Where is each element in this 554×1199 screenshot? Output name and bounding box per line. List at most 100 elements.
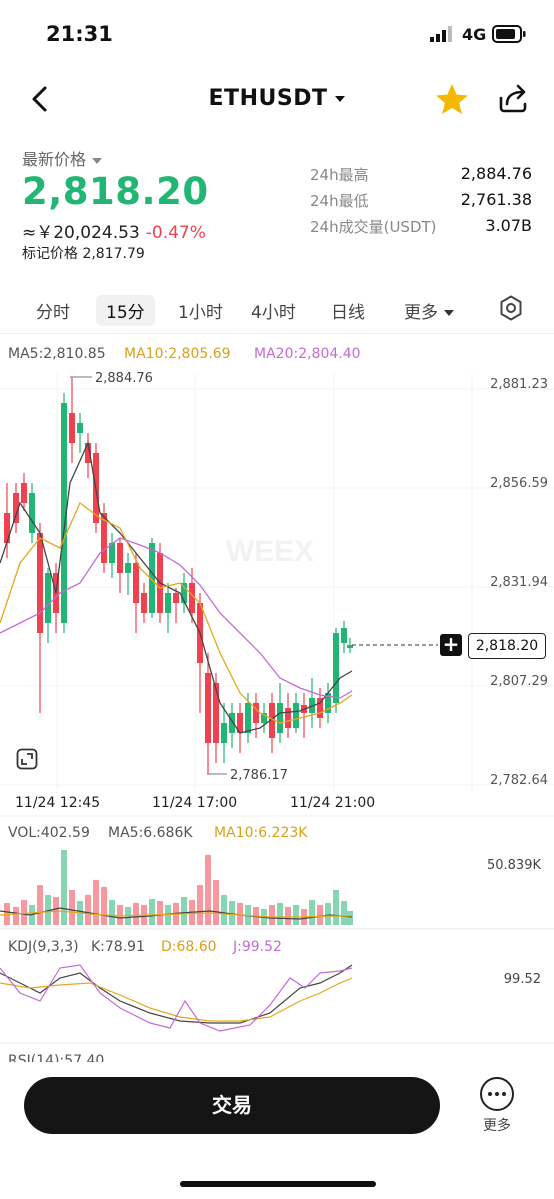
candle-body	[21, 483, 27, 503]
volume-bar	[101, 887, 107, 925]
candle-body	[229, 713, 235, 733]
volume-bar	[93, 880, 99, 925]
pair-selector[interactable]: ETHUSDT	[0, 86, 554, 111]
kdj-label: KDJ(9,3,3)	[8, 939, 79, 955]
kdj-j-label: J:99.52	[232, 939, 282, 955]
candle-body	[109, 543, 115, 563]
kdj-d-line	[0, 977, 353, 1022]
volume-bar	[293, 905, 299, 925]
price-axis-label: 2,782.64	[490, 773, 548, 788]
last-price: 2,818.20	[22, 170, 209, 213]
volume-bar	[309, 900, 315, 925]
candle-body	[69, 413, 75, 443]
stat-high-label: 24h最高	[310, 166, 369, 184]
candle-body	[261, 713, 267, 723]
stat-high-value: 2,884.76	[460, 164, 532, 183]
share-icon[interactable]	[497, 82, 529, 114]
caret-down-icon	[444, 310, 454, 316]
tab-4h[interactable]: 4小时	[251, 303, 296, 323]
volume-bar	[21, 900, 27, 925]
fullscreen-icon[interactable]	[16, 748, 38, 770]
candle-body	[317, 698, 323, 718]
tab-more[interactable]: 更多	[404, 298, 454, 323]
star-icon[interactable]	[434, 82, 470, 116]
ma20-line	[0, 537, 353, 699]
tab-1h[interactable]: 1小时	[178, 303, 223, 323]
volume-bar	[197, 885, 203, 925]
price-axis-label: 2,881.23	[490, 377, 548, 392]
ma10-line	[0, 501, 353, 724]
chart-top-divider	[0, 333, 554, 334]
kdj-axis-max: 99.52	[504, 972, 541, 987]
last-price-label[interactable]: 最新价格	[22, 146, 103, 170]
time-label: 11/24 12:45	[15, 795, 100, 811]
candle-body	[181, 583, 187, 603]
tab-15m[interactable]: 15分	[96, 295, 155, 326]
volume-bar	[117, 905, 123, 925]
volume-bar	[269, 905, 275, 925]
candle-body	[189, 583, 195, 613]
candle-body	[173, 593, 179, 603]
candle-body	[37, 533, 43, 633]
candle-body	[101, 513, 107, 563]
volume-bar	[157, 901, 163, 925]
caret-down-icon	[335, 96, 346, 102]
high-marker: 2,884.76	[95, 371, 153, 386]
volume-bars	[0, 850, 353, 925]
volume-bar	[341, 901, 347, 925]
volume-bar	[221, 895, 227, 925]
mark-price: 标记价格 2,817.79	[22, 246, 145, 262]
volume-bar	[325, 903, 331, 925]
candle-body	[253, 703, 259, 723]
candle-body	[269, 703, 275, 738]
candle-body	[13, 493, 19, 523]
candle-body	[221, 723, 227, 743]
volume-bar	[109, 900, 115, 925]
candle-body	[77, 423, 83, 433]
kline-chart[interactable]: WEEX MA5:2,810.85 MA10:2,805.69 MA20:2,8…	[0, 333, 554, 1073]
volume-bar	[333, 890, 339, 925]
candle-body	[85, 443, 91, 463]
ma5-label: MA5:2,810.85	[8, 346, 106, 362]
home-indicator	[180, 1181, 376, 1187]
volume-bar	[317, 905, 323, 925]
trade-button[interactable]: 交易	[24, 1077, 440, 1134]
stat-volume-label: 24h成交量(USDT)	[310, 218, 437, 236]
tab-timeline[interactable]: 分时	[36, 303, 70, 323]
stat-low-label: 24h最低	[310, 192, 369, 210]
candle-body	[341, 628, 347, 643]
candles	[4, 377, 353, 774]
volume-bar	[45, 895, 51, 925]
stat-low-value: 2,761.38	[460, 190, 532, 209]
cny-value: ≈￥20,024.53 -0.47%	[22, 223, 206, 243]
back-icon[interactable]	[26, 82, 56, 116]
kdj-j-line	[0, 964, 353, 1032]
candle-body	[205, 673, 211, 743]
vol-axis-max: 50.839K	[487, 858, 541, 873]
candle-body	[213, 683, 219, 743]
network-type: 4G	[462, 25, 487, 44]
tab-1d[interactable]: 日线	[331, 303, 365, 323]
volume-bar	[285, 907, 291, 925]
signal-icon	[430, 26, 452, 42]
add-order-button[interactable]: +	[440, 634, 462, 656]
price-axis-label: 2,856.59	[490, 476, 548, 491]
candle-body	[165, 593, 171, 613]
more-button[interactable]: 更多	[476, 1077, 518, 1137]
candle-body	[61, 403, 67, 623]
candle-body	[333, 633, 339, 703]
candle-body	[293, 703, 299, 728]
candle-body	[325, 693, 331, 713]
more-label: 更多	[483, 1118, 511, 1134]
volume-bar	[181, 897, 187, 925]
volume-bar	[149, 899, 155, 925]
moving-averages	[0, 440, 353, 734]
watermark: WEEX	[226, 535, 314, 568]
more-icon	[480, 1077, 514, 1111]
volume-bar	[13, 907, 19, 925]
time-label: 11/24 17:00	[152, 795, 237, 811]
candle-body	[133, 563, 139, 603]
caret-down-icon	[92, 157, 103, 164]
kdj-lines	[0, 964, 353, 1032]
gear-icon[interactable]	[498, 295, 524, 321]
